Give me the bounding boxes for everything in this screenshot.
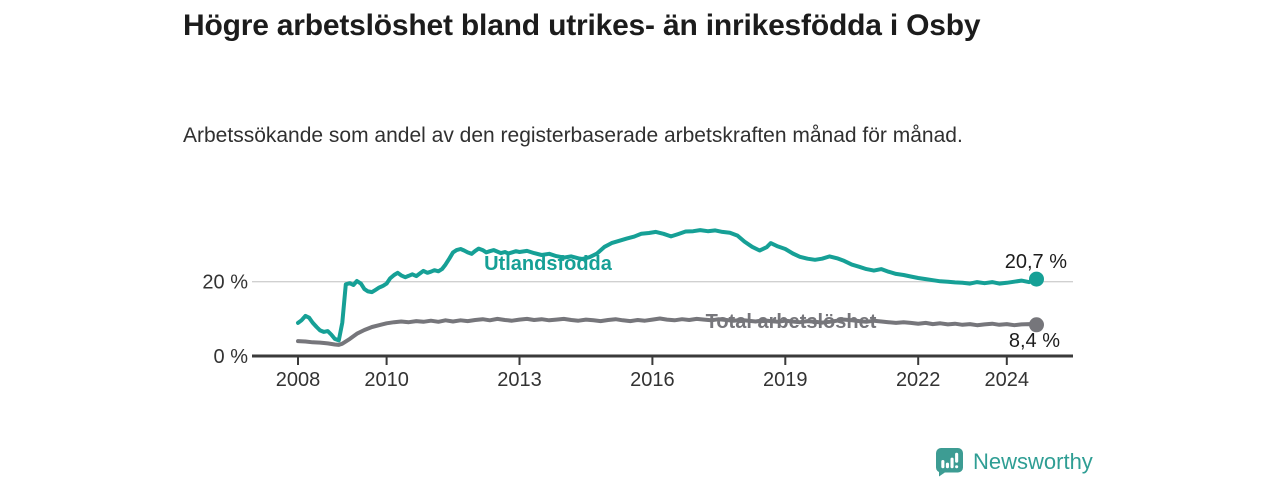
x-tick-label-2019: 2019 [763,369,808,391]
chart-subtitle: Arbetssökande som andel av den registerb… [183,124,963,147]
label-total-arbetsloshet: Total arbetslöshet [706,311,877,333]
y-tick-label-0: 0 % [214,346,249,368]
newsworthy-logo-icon [936,448,963,477]
label-utlandsfodda: Utlandsfödda [484,253,613,275]
series-end-dots [1029,271,1044,333]
newsworthy-brand-text: Newsworthy [973,449,1093,474]
end-value-total: 8,4 % [1009,330,1060,352]
x-tick-label-2016: 2016 [630,369,675,391]
x-tick-label-2022: 2022 [896,369,941,391]
series-lines [296,228,1039,347]
newsworthy-brand-link[interactable]: Newsworthy [935,447,1093,477]
line-utlandsfodda [296,228,1039,343]
chart-title: Högre arbetslöshet bland utrikes- än inr… [183,9,981,42]
total-end-dot [1029,317,1044,333]
x-tick-label-2024: 2024 [985,369,1030,391]
y-tick-label-20: 20 % [202,272,248,294]
x-tick-label-2013: 2013 [497,369,542,391]
x-tick-label-2010: 2010 [364,369,409,391]
line-total-arbetsloshet [296,316,1039,347]
x-tick-label-2008: 2008 [276,369,321,391]
utlandsfodda-end-dot [1029,271,1044,287]
end-value-utlandsfodda: 20,7 % [1005,251,1067,273]
x-axis: 2008 2010 2013 2016 2019 2022 2024 [252,354,1073,391]
x-axis-ticks: 2008 2010 2013 2016 2019 2022 2024 [276,357,1030,391]
y-axis: 0 % 20 % [202,272,248,368]
